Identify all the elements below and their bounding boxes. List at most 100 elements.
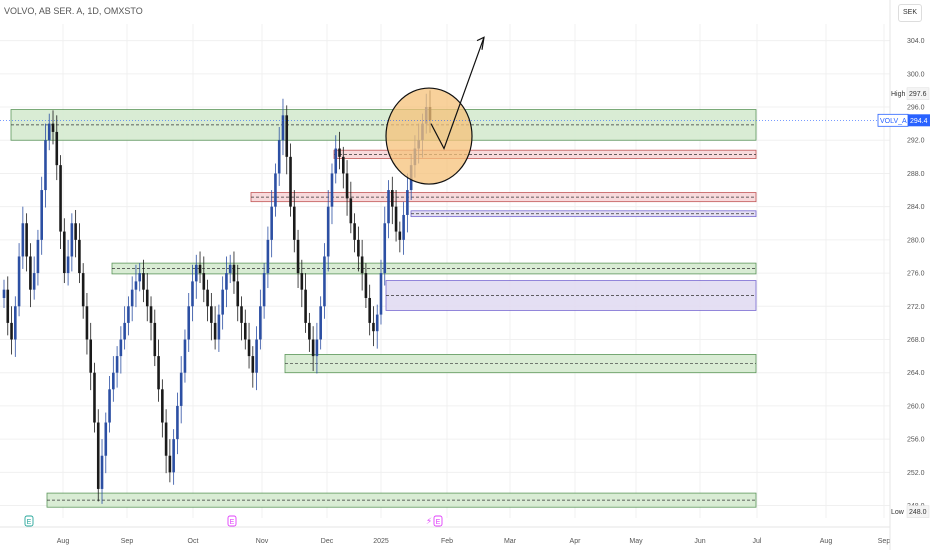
candle-body — [145, 289, 149, 307]
candle-body — [47, 123, 51, 141]
y-tick-label: 304.0 — [907, 38, 925, 45]
candle-body — [191, 281, 194, 307]
candle-body — [300, 273, 304, 290]
candle-body — [304, 289, 307, 323]
candle-body — [59, 165, 62, 232]
candle-body — [406, 190, 409, 215]
candle-body — [17, 256, 21, 307]
candle-body — [96, 422, 100, 489]
candle-body — [364, 273, 368, 298]
candle-body — [198, 264, 202, 274]
candle-body — [353, 223, 356, 240]
candle-body — [315, 339, 319, 357]
y-tick-label: 288.0 — [907, 171, 925, 178]
candle-body — [66, 256, 70, 274]
highlight-circle[interactable] — [385, 87, 473, 185]
candle-body — [255, 339, 258, 373]
candle-body — [281, 115, 285, 141]
candle-body — [217, 314, 221, 340]
candle-body — [326, 206, 330, 257]
candle-body — [285, 115, 289, 157]
low-value-bg — [906, 505, 930, 518]
candle-body — [334, 148, 338, 174]
candle-body — [55, 131, 59, 166]
candle-body — [236, 281, 240, 307]
candle-body — [149, 306, 153, 323]
candle-body — [232, 264, 236, 282]
candle-body — [112, 372, 115, 390]
candle-body — [391, 190, 394, 207]
x-tick-label: Mar — [504, 538, 517, 545]
current-price-tag-bg — [908, 114, 930, 127]
candle-body — [179, 372, 183, 406]
candle-body — [168, 455, 172, 473]
candle-body — [387, 190, 390, 224]
candle-body — [210, 306, 213, 323]
candle-body — [270, 206, 273, 240]
candle-body — [134, 281, 138, 290]
candle-body — [108, 389, 111, 423]
candle-body — [368, 297, 371, 323]
x-tick-label: Feb — [441, 538, 453, 545]
y-tick-label: 300.0 — [907, 71, 925, 78]
x-tick-label: Jun — [694, 538, 705, 545]
dividend-bolt-icon[interactable]: ⚡ — [426, 517, 432, 527]
symbol-title: VOLVO, AB SER. A, 1D, OMXSTO — [4, 6, 143, 16]
candle-body — [138, 273, 142, 282]
earnings-marker-label: E — [27, 519, 32, 526]
candle-body — [51, 123, 55, 132]
candle-body — [228, 264, 232, 274]
candle-body — [323, 256, 326, 307]
candle-body — [360, 256, 364, 274]
candle-body — [259, 306, 262, 340]
projection-arrow-line[interactable] — [430, 37, 485, 151]
high-label: High — [891, 91, 906, 98]
candle-body — [338, 148, 341, 157]
candle-body — [375, 314, 379, 332]
candle-body — [89, 339, 93, 373]
candle-body — [74, 223, 77, 240]
currency-button[interactable]: SEK — [898, 4, 922, 22]
projection-arrow-head — [476, 36, 485, 50]
candle-body — [78, 239, 81, 274]
high-value: 297.6 — [909, 91, 927, 98]
x-tick-label: Dec — [321, 538, 334, 545]
earnings-marker[interactable] — [433, 515, 443, 527]
candle-body — [372, 322, 375, 332]
x-tick-label: Nov — [256, 538, 269, 545]
ticker-tag-label: VOLV_A — [880, 118, 907, 125]
y-tick-label: 260.0 — [907, 403, 925, 410]
candle-body — [243, 322, 247, 340]
candle-body — [153, 322, 157, 357]
candle-body — [130, 289, 134, 307]
candle-body — [81, 273, 85, 307]
candle-body — [115, 356, 119, 373]
x-tick-label: Aug — [820, 538, 833, 545]
candle-body — [85, 306, 89, 340]
candle-body — [398, 231, 402, 240]
y-tick-label: 272.0 — [907, 304, 925, 311]
earnings-marker[interactable] — [24, 515, 34, 527]
candle-body — [44, 140, 47, 191]
y-tick-label: 296.0 — [907, 105, 925, 112]
y-tick-label: 252.0 — [907, 470, 925, 477]
candle-body — [2, 289, 6, 298]
earnings-marker-label: E — [230, 519, 235, 526]
current-price-tag: 294.4 — [910, 118, 928, 125]
candle-body — [10, 322, 13, 340]
candle-body — [187, 306, 191, 340]
candle-body — [104, 422, 108, 456]
candle-body — [330, 173, 334, 207]
candle-body — [161, 389, 164, 423]
earnings-marker-label: E — [436, 519, 441, 526]
candle-body — [100, 455, 104, 489]
candle-body — [357, 239, 360, 257]
earnings-marker[interactable] — [227, 515, 237, 527]
candle-body — [36, 239, 40, 274]
y-tick-label: 292.0 — [907, 138, 925, 145]
x-tick-label: Aug — [57, 538, 70, 545]
candle-body — [319, 306, 322, 340]
candle-body — [70, 223, 74, 257]
